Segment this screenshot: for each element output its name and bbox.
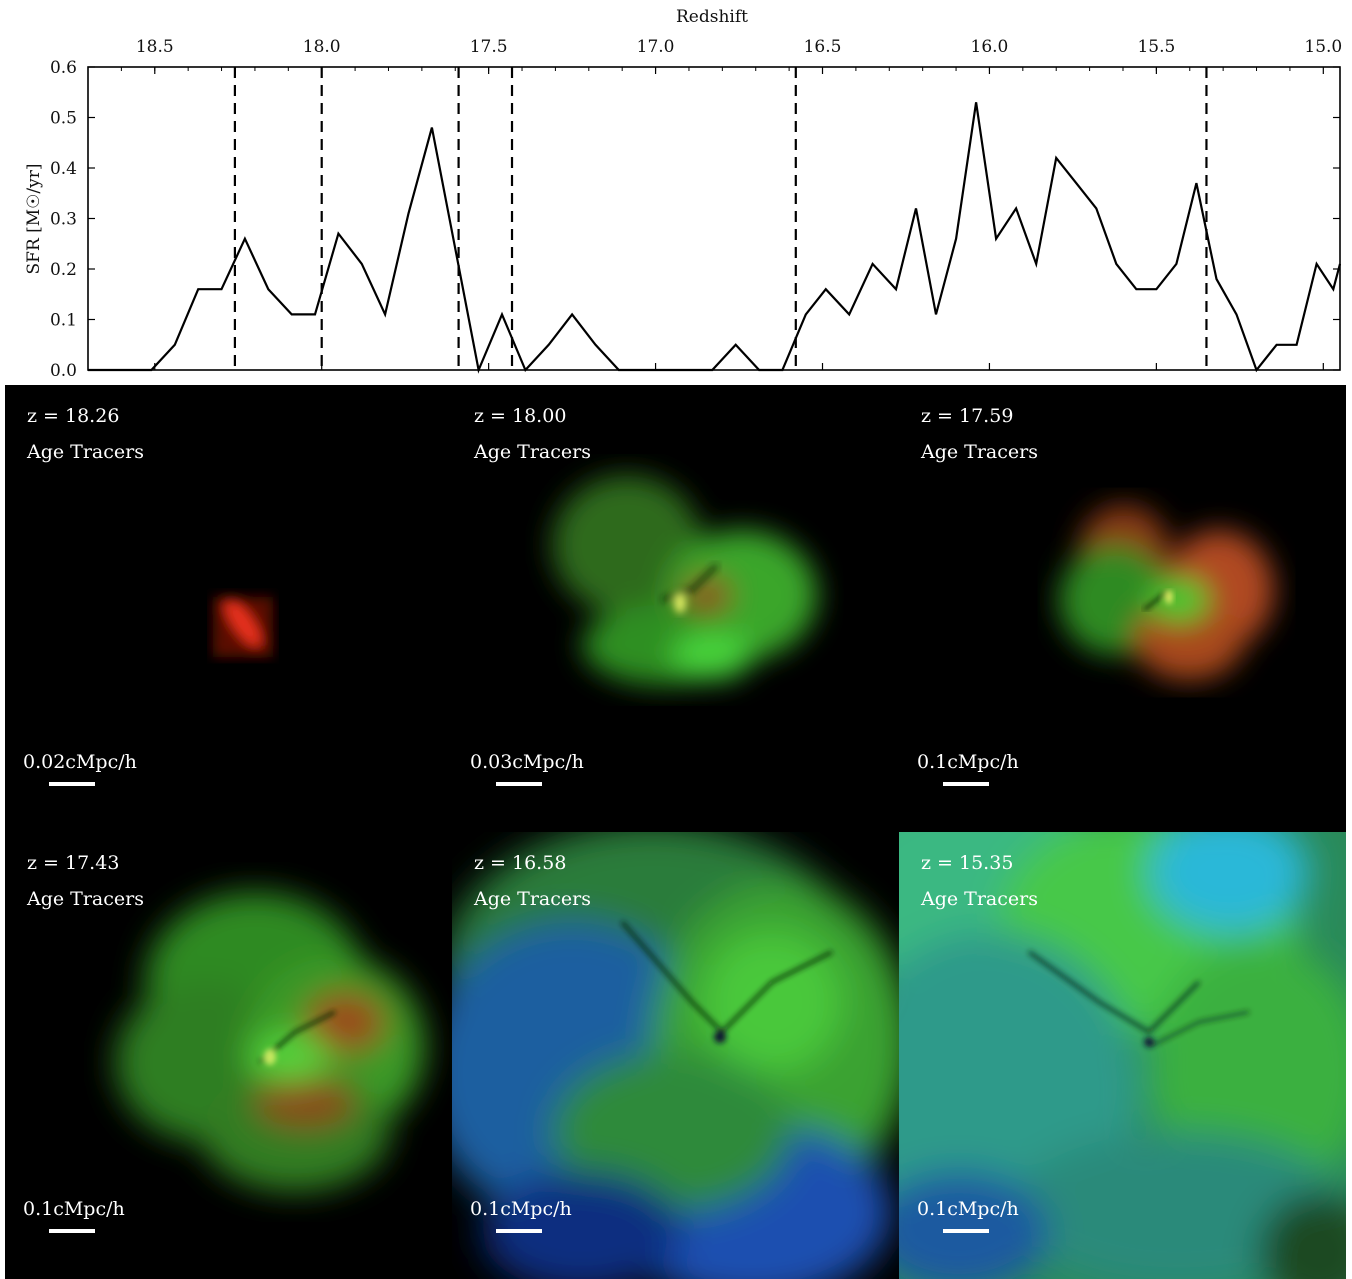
age-tracer-image-5: [452, 832, 899, 1279]
panel-tracer-label: Age Tracers: [474, 441, 591, 463]
panel-scale-label: 0.1cMpc/h: [470, 1198, 572, 1220]
plot-frame: [87, 66, 1341, 371]
panel-5: z = 16.58 Age Tracers 0.1cMpc/h: [452, 832, 899, 1279]
y-tick-label: 0.0: [50, 361, 77, 381]
x-axis-title: Redshift: [676, 7, 748, 27]
y-tick-label: 0.4: [50, 159, 77, 179]
panel-4: z = 17.43 Age Tracers 0.1cMpc/h: [5, 832, 452, 1279]
age-tracer-image-2: [552, 475, 817, 685]
x-tick-label: 15.0: [1304, 37, 1342, 57]
y-tick-label: 0.5: [50, 109, 77, 129]
panel-3: z = 17.59 Age Tracers 0.1cMpc/h: [899, 385, 1346, 832]
panel-scale-label: 0.1cMpc/h: [23, 1198, 125, 1220]
panel-1: z = 18.26 Age Tracers 0.02cMpc/h: [5, 385, 452, 832]
scale-bar: [49, 782, 95, 786]
x-tick-label: 16.0: [971, 37, 1009, 57]
x-tick-label: 15.5: [1137, 37, 1175, 57]
panel-tracer-label: Age Tracers: [27, 441, 144, 463]
y-tick-label: 0.1: [50, 311, 77, 331]
age-tracer-image-3: [1059, 505, 1274, 680]
scale-bar: [496, 782, 542, 786]
sfr-chart: 0.0 0.1 0.2 0.3 0.4 0.5 0.6 18.5 18.0 17.5 17.0 16.…: [24, 7, 1342, 381]
x-tick-label: 17.0: [637, 37, 675, 57]
panel-redshift-label: z = 15.35: [921, 852, 1014, 874]
age-tracer-image-4: [115, 892, 425, 1192]
scale-bar: [943, 782, 989, 786]
panel-redshift-label: z = 17.43: [27, 852, 120, 874]
panel-tracer-label: Age Tracers: [921, 888, 1038, 910]
y-tick-label: 0.2: [50, 260, 77, 280]
panel-scale-label: 0.02cMpc/h: [23, 751, 137, 773]
panel-tracer-label: Age Tracers: [27, 888, 144, 910]
panel-scale-label: 0.1cMpc/h: [917, 751, 1019, 773]
panel-redshift-label: z = 18.00: [474, 405, 567, 427]
age-tracer-image-1: [213, 597, 273, 657]
age-tracer-image-6: [899, 832, 1346, 1279]
x-tick-label: 18.5: [136, 37, 174, 57]
scale-bar: [49, 1229, 95, 1233]
scale-bar: [496, 1229, 542, 1233]
panel-tracer-label: Age Tracers: [921, 441, 1038, 463]
panel-2: z = 18.00 Age Tracers 0.03cMpc/h: [452, 385, 899, 832]
panel-redshift-label: z = 17.59: [921, 405, 1014, 427]
panel-tracer-label: Age Tracers: [474, 888, 591, 910]
panel-redshift-label: z = 16.58: [474, 852, 567, 874]
y-axis-title: SFR [M☉/yr]: [24, 163, 44, 274]
x-tick-label: 17.5: [470, 37, 508, 57]
x-tick-label: 18.0: [303, 37, 341, 57]
panel-scale-label: 0.1cMpc/h: [917, 1198, 1019, 1220]
y-tick-label: 0.3: [50, 210, 77, 230]
panel-redshift-label: z = 18.26: [27, 405, 120, 427]
sfr-series-line: [88, 102, 1342, 374]
y-tick-label: 0.6: [50, 58, 77, 78]
age-tracer-panel-grid: z = 18.26 Age Tracers 0.02cMpc/h z = 18.…: [5, 385, 1346, 1279]
panel-scale-label: 0.03cMpc/h: [470, 751, 584, 773]
panel-6: z = 15.35 Age Tracers 0.1cMpc/h: [899, 832, 1346, 1279]
x-tick-label: 16.5: [804, 37, 842, 57]
scale-bar: [943, 1229, 989, 1233]
